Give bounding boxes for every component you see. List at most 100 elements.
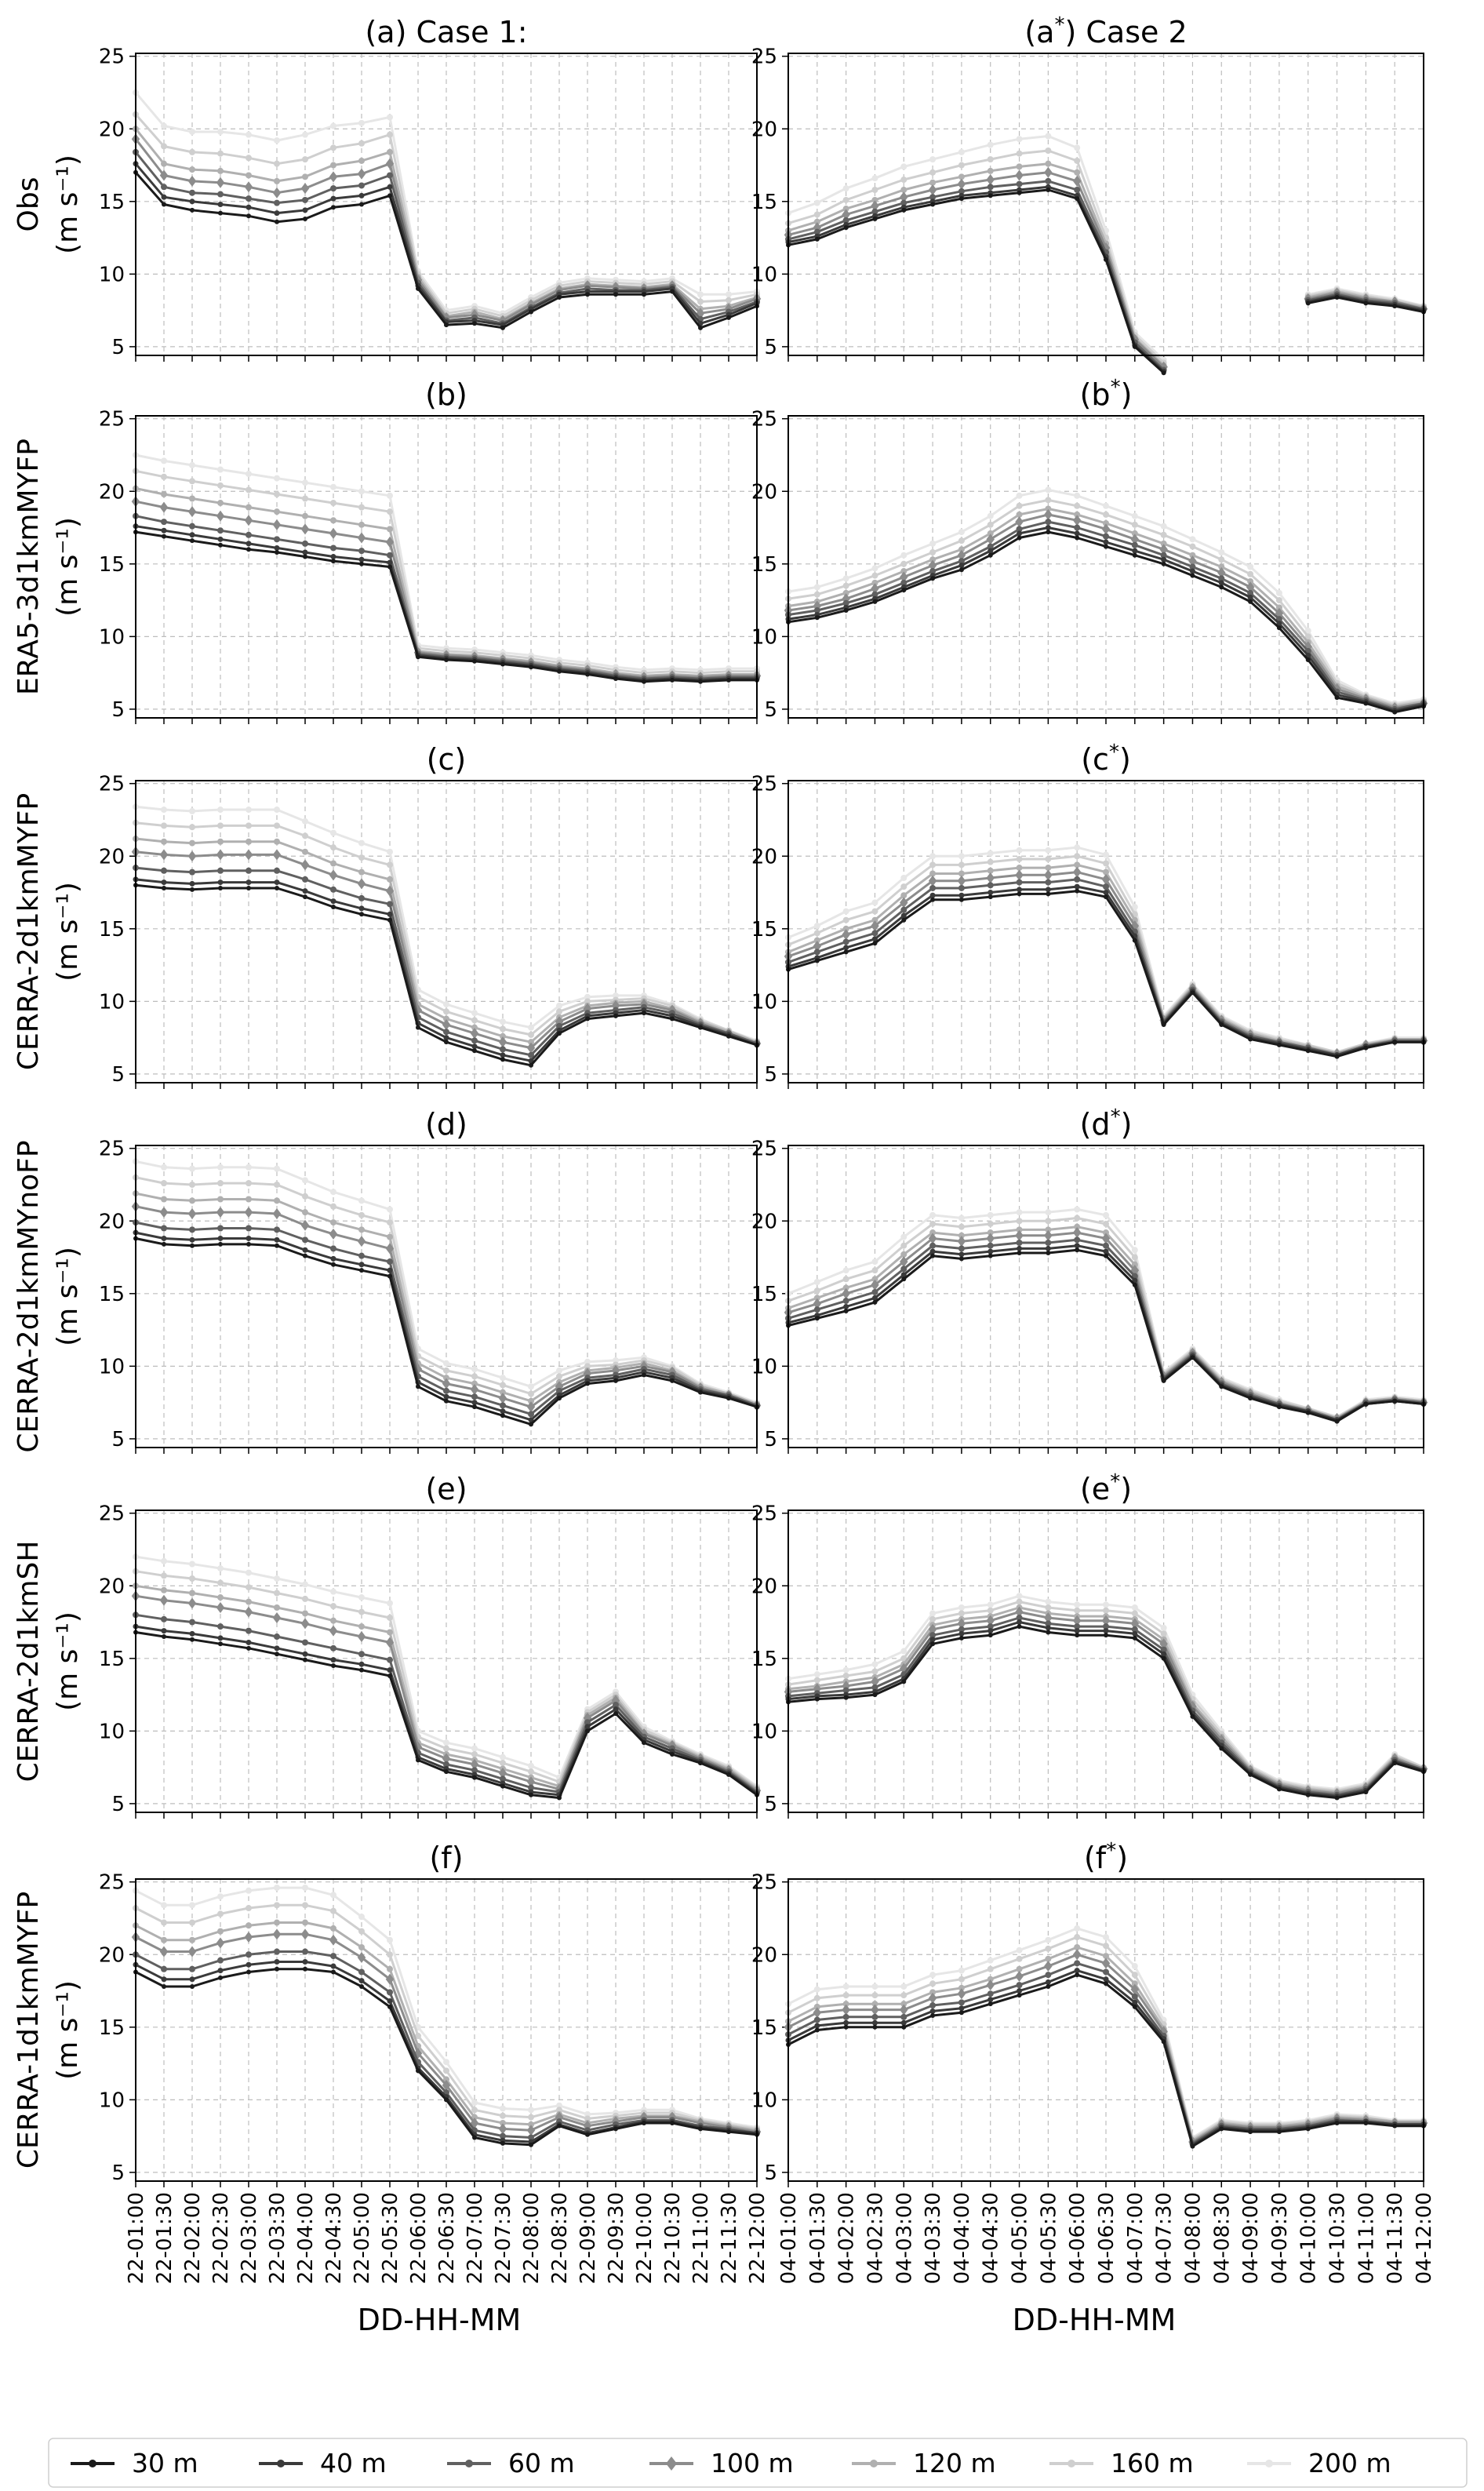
data-point bbox=[1276, 621, 1282, 627]
data-point bbox=[415, 2032, 421, 2039]
data-point bbox=[1045, 855, 1052, 862]
data-point bbox=[1159, 544, 1168, 555]
data-point bbox=[871, 1661, 878, 1668]
y-tick-label: 20 bbox=[99, 1943, 125, 1967]
data-point bbox=[1161, 1022, 1166, 1027]
data-point bbox=[359, 912, 364, 917]
data-point bbox=[1392, 709, 1398, 715]
x-tick-label: 22-04:30 bbox=[322, 2192, 346, 2284]
data-point bbox=[900, 912, 907, 919]
data-point bbox=[161, 473, 167, 480]
series-30m bbox=[133, 1236, 759, 1427]
x-tick-label: 22-01:00 bbox=[125, 2192, 148, 2284]
data-point bbox=[217, 1579, 224, 1586]
data-point bbox=[162, 534, 166, 539]
data-point bbox=[331, 205, 336, 210]
data-point bbox=[275, 1652, 279, 1657]
data-point bbox=[613, 1702, 619, 1709]
data-point bbox=[1188, 555, 1197, 567]
panel-1-right: 5 10 15 20 25 (a*) Case 2 bbox=[751, 13, 1428, 376]
data-point bbox=[987, 543, 994, 550]
data-point bbox=[189, 1619, 195, 1626]
data-point bbox=[1190, 1355, 1195, 1360]
data-point bbox=[161, 867, 167, 874]
data-point bbox=[526, 1401, 536, 1413]
data-point bbox=[958, 196, 964, 202]
data-point bbox=[470, 1028, 479, 1040]
data-point bbox=[1304, 633, 1311, 640]
data-point bbox=[1161, 561, 1166, 566]
data-point bbox=[986, 1615, 995, 1626]
data-point bbox=[302, 1902, 308, 1909]
data-point bbox=[387, 172, 393, 179]
data-point bbox=[726, 2129, 731, 2135]
data-point bbox=[246, 155, 252, 162]
data-point bbox=[387, 917, 392, 923]
y-tick-label: 15 bbox=[99, 1283, 125, 1306]
data-point bbox=[1103, 1976, 1109, 1983]
data-point bbox=[189, 1197, 195, 1204]
y-axis-units: (m s⁻¹) bbox=[52, 882, 84, 981]
data-point bbox=[274, 544, 280, 551]
x-tick-label: 22-01:30 bbox=[153, 2192, 176, 2284]
data-point bbox=[330, 1657, 336, 1663]
data-point bbox=[387, 1233, 393, 1240]
data-point bbox=[1247, 570, 1254, 577]
data-point bbox=[557, 1396, 562, 1401]
data-point bbox=[1276, 2129, 1282, 2135]
data-point bbox=[871, 1276, 878, 1283]
panel-title: (c) bbox=[427, 742, 467, 777]
data-point bbox=[217, 838, 224, 845]
data-point bbox=[1075, 1247, 1080, 1253]
data-point bbox=[331, 1262, 336, 1267]
y-tick-label: 5 bbox=[764, 1793, 777, 1816]
data-point bbox=[387, 2004, 392, 2009]
data-point bbox=[957, 1618, 966, 1630]
data-point bbox=[190, 1983, 195, 1989]
data-point bbox=[331, 905, 336, 910]
data-point bbox=[1045, 1604, 1052, 1612]
data-point bbox=[161, 1965, 167, 1972]
data-point bbox=[1016, 855, 1023, 862]
data-point bbox=[1104, 257, 1108, 262]
data-point bbox=[443, 1035, 449, 1041]
data-point bbox=[900, 1992, 907, 1999]
data-point bbox=[958, 563, 965, 569]
data-point bbox=[159, 169, 169, 181]
data-point bbox=[218, 210, 223, 216]
data-point bbox=[358, 1608, 365, 1615]
data-point bbox=[928, 184, 937, 195]
data-point bbox=[1101, 873, 1111, 885]
y-tick-label: 25 bbox=[751, 1502, 777, 1526]
data-point bbox=[500, 1760, 506, 1767]
data-point bbox=[901, 207, 907, 213]
data-point bbox=[216, 1937, 225, 1949]
data-point bbox=[871, 1279, 879, 1291]
panel-title: (c*) bbox=[1081, 741, 1131, 777]
data-point bbox=[330, 1219, 336, 1226]
data-point bbox=[387, 1267, 393, 1273]
y-tick-label: 10 bbox=[751, 625, 777, 649]
data-point bbox=[987, 1607, 994, 1614]
data-point bbox=[159, 1594, 169, 1606]
data-point bbox=[1103, 1601, 1109, 1608]
x-tick-label: 04-04:30 bbox=[980, 2192, 1003, 2284]
data-point bbox=[189, 824, 195, 831]
data-point bbox=[329, 527, 338, 539]
data-point bbox=[471, 1037, 478, 1044]
data-point bbox=[929, 194, 937, 201]
data-point bbox=[358, 548, 365, 555]
data-point bbox=[1334, 294, 1340, 300]
data-point bbox=[302, 848, 308, 855]
data-point bbox=[302, 1247, 308, 1253]
panel-title: (d*) bbox=[1080, 1105, 1133, 1142]
data-point bbox=[528, 2107, 534, 2114]
data-point bbox=[246, 879, 252, 886]
data-point bbox=[1074, 1223, 1081, 1230]
data-point bbox=[416, 1025, 420, 1030]
data-point bbox=[958, 1215, 965, 1222]
data-point bbox=[1190, 1713, 1195, 1719]
data-point bbox=[814, 958, 820, 963]
data-point bbox=[813, 1677, 820, 1684]
legend-label: 40 m bbox=[320, 2448, 387, 2478]
